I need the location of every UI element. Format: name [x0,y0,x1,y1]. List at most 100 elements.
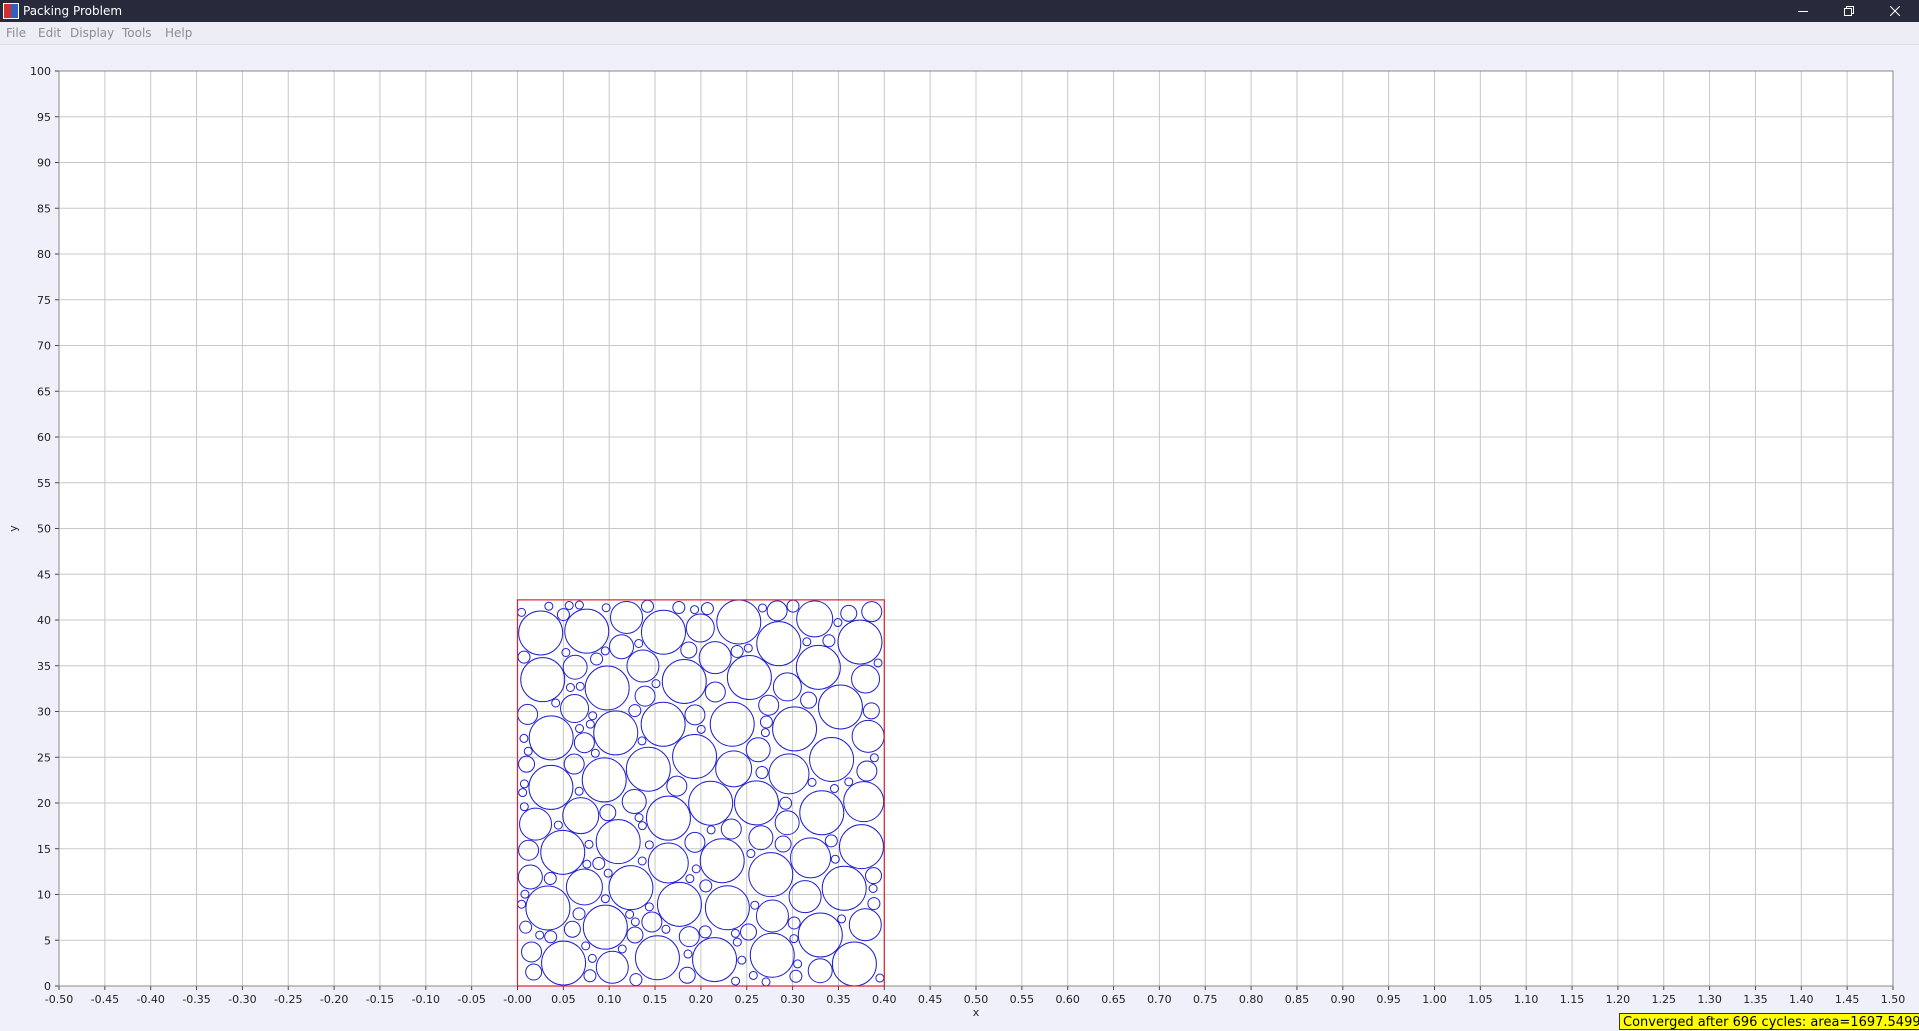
y-tick-label: 95 [37,111,51,124]
packed-circle [797,912,843,958]
y-tick-label: 10 [37,889,51,902]
packed-circle [519,779,529,789]
packed-circle [862,702,880,720]
x-tick-label: 1.05 [1468,993,1493,1006]
packed-circle [838,824,884,870]
x-tick-label: -0.00 [503,993,531,1006]
y-tick-label: 25 [37,751,51,764]
y-tick-label: 100 [30,65,51,78]
packed-circle [519,802,529,812]
packed-circle [748,970,758,980]
menu-tools[interactable]: Tools [122,26,152,40]
packed-circle [740,923,758,941]
packed-circle [544,601,554,611]
packed-circle [585,719,595,729]
packed-circle [641,911,663,933]
x-tick-label: 1.30 [1697,993,1722,1006]
packed-circle [525,963,543,981]
packed-circle [766,600,788,622]
x-axis-label: x [973,1006,980,1019]
packed-circle [575,724,585,734]
x-tick-label: -0.20 [320,993,348,1006]
packed-circle [656,881,702,927]
x-tick-label: 0.05 [551,993,576,1006]
plot-frame [58,70,1894,987]
menu-display[interactable]: Display [70,26,115,40]
packed-circle [684,831,706,853]
packed-circle [563,753,585,775]
packed-circle [800,691,818,709]
y-tick-label: 75 [37,294,51,307]
packed-circle [688,780,734,826]
close-button[interactable] [1872,0,1918,22]
packed-circle [793,959,803,969]
x-tick-label: 1.35 [1743,993,1768,1006]
restore-button[interactable] [1826,0,1872,22]
packed-circle [630,917,640,927]
packed-circle [535,930,545,940]
y-tick-label: 65 [37,385,51,398]
restore-icon [1844,6,1854,16]
packed-circle [518,610,564,656]
packed-circle [720,818,742,840]
packed-circle [696,724,706,734]
packed-circle [733,780,779,826]
packed-circle [661,658,707,704]
packed-circle [755,765,769,779]
packed-circle [625,909,635,919]
packed-circle [861,601,883,623]
x-tick-label: 0.40 [872,993,897,1006]
packed-circle [625,746,671,792]
x-tick-label: -0.45 [91,993,119,1006]
packed-circle [582,859,592,869]
packed-circle [540,829,586,875]
x-tick-label: 1.20 [1606,993,1631,1006]
packed-circle [730,644,744,658]
close-icon [1890,6,1900,16]
packed-circle [647,842,689,884]
packed-circle [634,813,644,823]
packed-circle [743,643,753,653]
menu-edit[interactable]: Edit [38,26,62,40]
minimize-icon [1798,11,1808,12]
packed-circle [575,681,585,691]
packed-circle [699,879,713,893]
packed-circle [584,839,594,849]
minimize-button[interactable] [1780,0,1826,22]
packed-circle [617,944,627,954]
plot-area: -0.50 -0.45 -0.40 -0.35 -0.30 -0.25 -0.20 -0.15… [0,45,1919,1030]
packed-circle [637,736,647,746]
packed-circle [787,916,801,930]
menu-file[interactable]: File [6,26,27,40]
menu-help[interactable]: Help [165,26,193,40]
packed-circle [562,797,600,835]
packed-circle [732,937,742,947]
packed-circle [692,937,738,983]
x-tick-label: 0.80 [1239,993,1264,1006]
packed-circle [684,704,706,726]
packed-circle [590,748,600,758]
packed-circle [745,737,771,763]
y-tick-label: 5 [44,934,51,947]
packed-circle [802,637,812,647]
packed-circle [873,658,883,668]
packed-circle [704,681,726,703]
packed-circle [779,796,793,810]
packed-circle [772,672,802,702]
packed-circle [637,821,647,831]
packed-circle [758,694,780,716]
packed-circle [528,764,574,810]
y-tick-label: 20 [37,797,51,810]
packed-circle [551,698,561,708]
packed-circle [518,839,540,861]
packed-circle [599,804,617,822]
x-tick-label: 0.15 [643,993,668,1006]
packed-circle [789,969,803,983]
packed-circle [772,706,818,752]
packed-circle [587,953,597,963]
packed-circle [774,835,792,853]
packed-circle [544,930,558,944]
packed-circle [837,914,847,924]
packed-circle [608,865,654,911]
packed-circle [700,602,714,616]
